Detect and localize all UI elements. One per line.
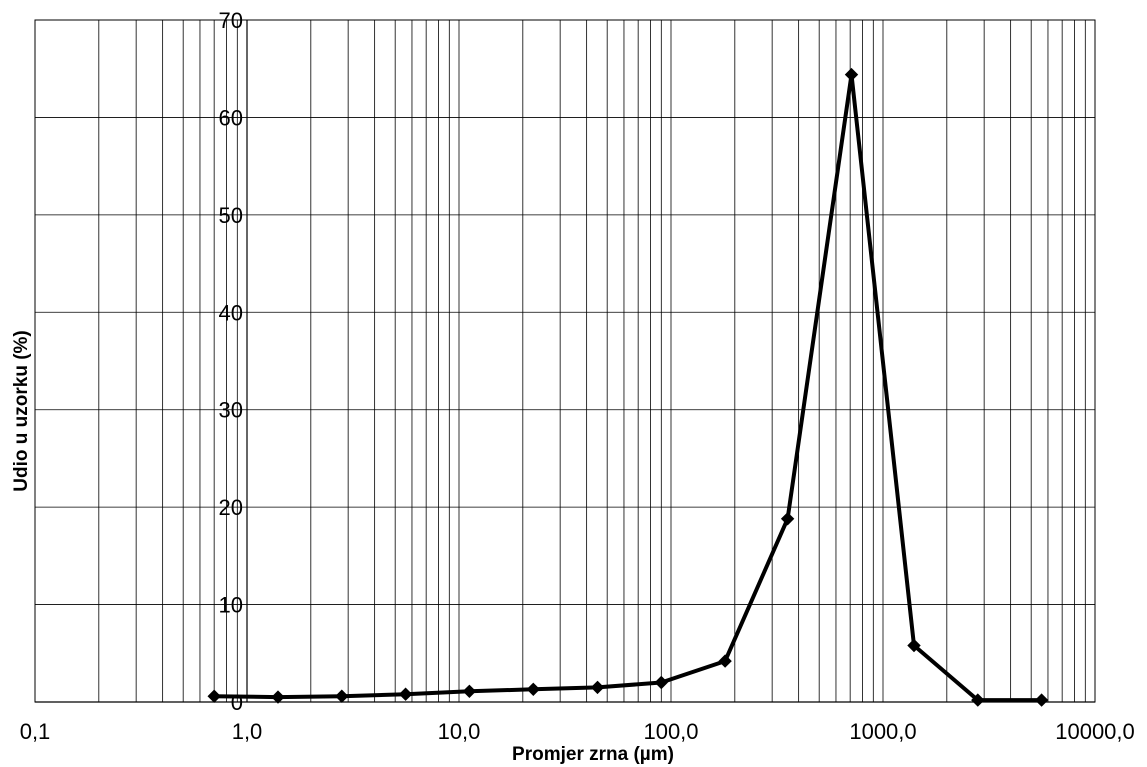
data-point xyxy=(398,687,413,701)
plot-border xyxy=(34,19,1096,703)
data-point xyxy=(844,67,859,82)
x-tick-label: 1,0 xyxy=(232,719,263,744)
series-layer xyxy=(207,67,1049,707)
x-tick-label: 10000,0 xyxy=(1055,719,1135,744)
data-point xyxy=(971,693,985,707)
series-line xyxy=(214,72,1042,703)
y-tick-label: 70 xyxy=(219,8,243,33)
x-axis-title: Promjer zrna (µm) xyxy=(512,744,674,765)
data-point xyxy=(207,689,221,703)
y-tick-label: 40 xyxy=(219,300,243,325)
data-point xyxy=(462,684,477,699)
x-tick-label: 0,1 xyxy=(20,719,51,744)
x-tick-label: 10,0 xyxy=(438,719,481,744)
y-tick-label: 0 xyxy=(231,690,243,715)
y-tick-label: 50 xyxy=(219,203,243,228)
data-point xyxy=(526,682,541,697)
data-point xyxy=(590,680,605,695)
y-tick-label: 10 xyxy=(219,593,243,618)
tick-labels: 0 10 20 30 40 50 60 70 0,1 1,0 10,0 100,0 1000,0 1000… xyxy=(20,8,1135,744)
data-point xyxy=(1034,693,1049,707)
data-point xyxy=(654,675,669,690)
data-point xyxy=(718,654,732,668)
y-axis-title: Udio u uzorku (%) xyxy=(11,330,32,491)
data-point xyxy=(335,689,349,703)
y-tick-label: 60 xyxy=(219,105,243,130)
data-point xyxy=(780,512,795,526)
y-tick-label: 20 xyxy=(219,495,243,520)
y-tick-label: 30 xyxy=(219,398,243,423)
x-tick-label: 100,0 xyxy=(643,719,698,744)
axes xyxy=(34,19,1096,703)
data-point xyxy=(907,638,921,653)
data-point xyxy=(271,690,285,704)
x-tick-label: 1000,0 xyxy=(849,719,916,744)
grid xyxy=(35,19,1095,702)
